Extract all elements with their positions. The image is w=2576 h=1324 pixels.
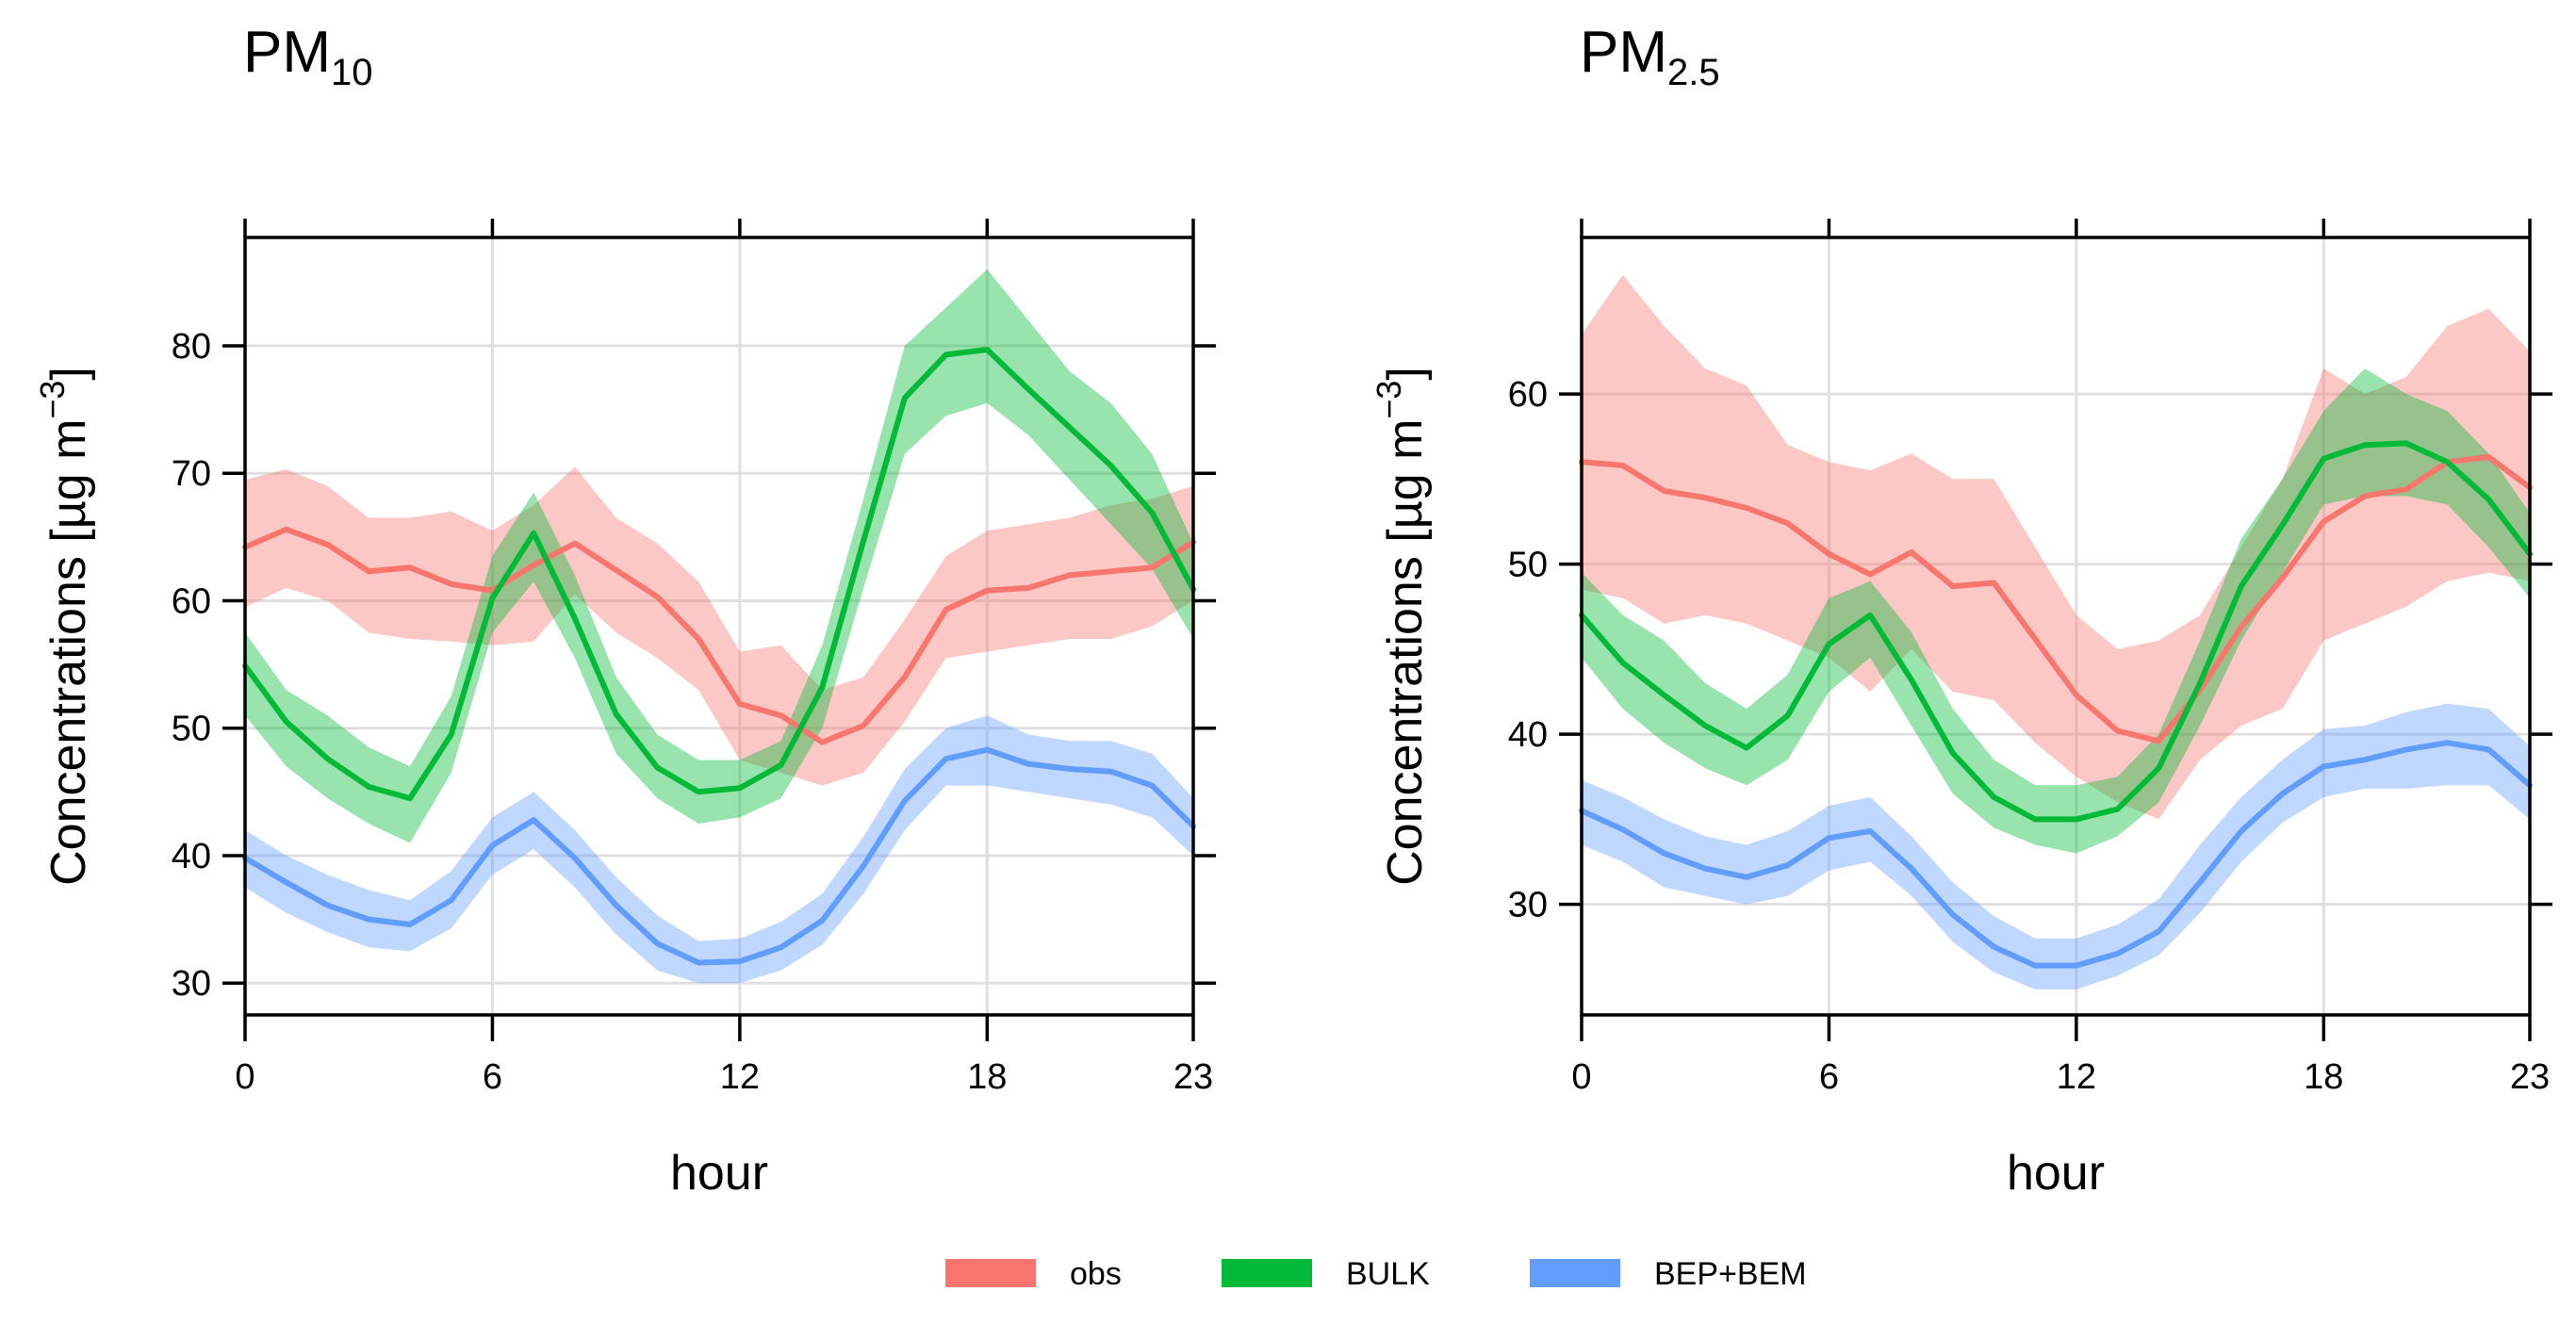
plot-frame (1580, 236, 2532, 1017)
y-tick-label: 30 (1508, 886, 1548, 925)
band-bulk (1582, 368, 2530, 854)
line-obs (1579, 453, 2533, 744)
x-tick-label: 6 (1819, 1057, 1839, 1097)
panel-title-main: PM (243, 20, 331, 85)
pm10-panel: PM10 0 6 12 18 23 30 40 50 60 70 80 hour Concentratio… (33, 20, 1216, 1201)
panel-title: PM10 (243, 20, 373, 93)
line-obs (242, 526, 1196, 745)
y-tick-label: 80 (172, 327, 211, 367)
legend-swatch-bep-bem (1530, 1259, 1620, 1287)
y-tick-label: 70 (172, 454, 211, 494)
x-tick-label: 0 (1571, 1057, 1591, 1097)
y-axis-label-superscript: −3 (1370, 381, 1408, 419)
confidence-bands (1582, 274, 2530, 989)
x-tick-label: 23 (1173, 1057, 1213, 1097)
legend-label: obs (1070, 1256, 1122, 1292)
y-axis-label-close: ] (41, 367, 96, 380)
x-tick-label: 23 (2510, 1057, 2550, 1097)
x-axis-label: hour (670, 1146, 768, 1201)
y-tick-label: 40 (172, 837, 211, 876)
band-bulk (245, 269, 1193, 843)
y-tick-label: 50 (172, 710, 211, 749)
series-lines (242, 347, 1196, 966)
y-tick-label: 60 (172, 581, 211, 621)
x-tick-label: 18 (2304, 1057, 2343, 1097)
panel-title: PM2.5 (1580, 20, 1720, 93)
x-tick-label: 18 (967, 1057, 1007, 1097)
legend: obs BULK BEP+BEM (945, 1256, 1807, 1292)
panel-title-subscript: 10 (331, 52, 373, 93)
y-tick-label: 50 (1508, 546, 1548, 585)
y-tick-label: 60 (1508, 375, 1548, 415)
panel-title-main: PM (1580, 20, 1667, 85)
x-tick-label: 0 (235, 1057, 254, 1097)
y-axis-label-main: Concentrations [µg m (1378, 419, 1433, 886)
y-axis-label: Concentrations [µg m−3] (33, 367, 96, 886)
x-tick-label: 6 (483, 1057, 502, 1097)
panel-title-subscript: 2.5 (1667, 52, 1720, 93)
band-obs (1582, 274, 2530, 820)
x-axis-label: hour (2007, 1146, 2105, 1201)
band-bep-bem (245, 715, 1193, 984)
confidence-bands (245, 269, 1193, 984)
y-axis-label-superscript: −3 (33, 381, 72, 419)
y-tick-label: 40 (1508, 715, 1548, 755)
plot-frame (243, 236, 1195, 1017)
y-axis-label-main: Concentrations [µg m (41, 419, 96, 886)
y-axis-label: Concentrations [µg m−3] (1370, 367, 1433, 886)
pm25-panel: PM2.5 0 6 12 18 23 30 40 50 60 hour Concentrations … (1370, 20, 2552, 1201)
legend-swatch-obs (945, 1259, 1036, 1287)
x-tick-label: 12 (720, 1057, 760, 1097)
y-tick-label: 30 (172, 964, 211, 1004)
series-lines (1579, 440, 2533, 969)
legend-label: BULK (1346, 1256, 1430, 1292)
band-bep-bem (1582, 703, 2530, 989)
y-axis-label-close: ] (1378, 367, 1433, 380)
line-bulk (242, 347, 1196, 802)
band-obs (245, 466, 1193, 786)
legend-swatch-bulk (1222, 1259, 1312, 1287)
line-bep-bem (242, 746, 1196, 966)
x-tick-label: 12 (2057, 1057, 2096, 1097)
legend-label: BEP+BEM (1654, 1256, 1807, 1292)
line-bulk (1579, 440, 2533, 823)
line-bep-bem (1579, 740, 2533, 969)
